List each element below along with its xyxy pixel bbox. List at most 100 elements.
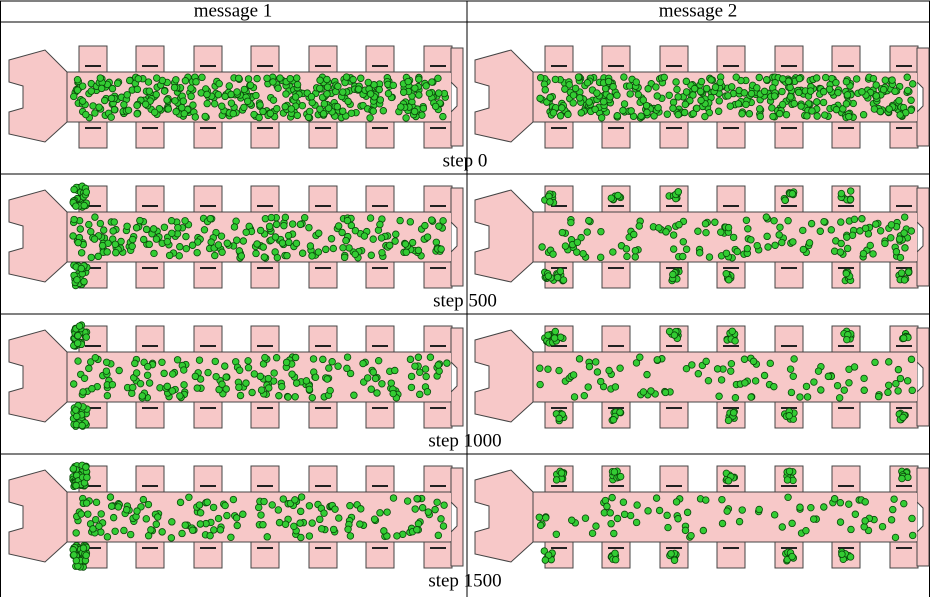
room bbox=[423, 399, 453, 429]
agent bbox=[704, 376, 713, 385]
agent bbox=[259, 521, 267, 529]
agent bbox=[210, 100, 219, 108]
agent bbox=[123, 222, 131, 230]
agent bbox=[585, 362, 594, 371]
agent bbox=[747, 236, 755, 244]
agent bbox=[323, 90, 331, 98]
agent bbox=[274, 84, 282, 92]
agent bbox=[623, 252, 631, 261]
agent bbox=[701, 112, 709, 121]
agent bbox=[681, 526, 690, 535]
agent bbox=[244, 357, 252, 365]
agent bbox=[291, 393, 299, 401]
agent bbox=[536, 364, 544, 372]
agent bbox=[94, 252, 102, 261]
agent bbox=[903, 377, 912, 385]
agent bbox=[82, 499, 91, 507]
agent bbox=[900, 229, 908, 237]
agent bbox=[663, 511, 671, 520]
agent bbox=[741, 379, 749, 387]
room bbox=[193, 259, 223, 289]
agent bbox=[653, 92, 661, 100]
agent bbox=[717, 376, 726, 384]
agent bbox=[755, 505, 763, 514]
agent bbox=[756, 112, 764, 121]
agent bbox=[110, 218, 118, 226]
agent bbox=[787, 388, 796, 397]
agent bbox=[216, 526, 225, 534]
agent bbox=[244, 75, 253, 83]
room bbox=[716, 539, 746, 569]
simulation-snapshot bbox=[8, 321, 464, 430]
agent bbox=[256, 226, 265, 235]
agent bbox=[742, 216, 751, 224]
agent bbox=[546, 93, 554, 102]
agent bbox=[631, 246, 640, 255]
agent bbox=[827, 226, 835, 234]
agent bbox=[325, 364, 333, 372]
agent bbox=[351, 226, 360, 235]
agent bbox=[70, 185, 78, 194]
agent bbox=[278, 382, 286, 391]
agent bbox=[860, 523, 868, 531]
agent bbox=[343, 364, 351, 373]
agent bbox=[419, 104, 428, 113]
agent bbox=[342, 73, 351, 81]
agent bbox=[259, 107, 267, 116]
agent bbox=[80, 374, 89, 382]
agent bbox=[859, 249, 868, 258]
agent bbox=[69, 232, 77, 240]
agent bbox=[204, 368, 212, 377]
agent bbox=[834, 88, 842, 97]
agent bbox=[625, 82, 634, 90]
agent bbox=[421, 365, 430, 373]
agent bbox=[181, 521, 189, 529]
agent bbox=[128, 242, 136, 250]
agent bbox=[699, 526, 708, 535]
agent bbox=[74, 331, 82, 340]
agent bbox=[536, 521, 545, 530]
room bbox=[308, 325, 338, 355]
room bbox=[774, 45, 804, 75]
room bbox=[365, 325, 395, 355]
agent bbox=[179, 97, 188, 105]
agent bbox=[558, 228, 567, 237]
agent bbox=[222, 373, 230, 381]
agent bbox=[132, 369, 141, 377]
floor-plan bbox=[474, 49, 534, 143]
agent bbox=[783, 476, 792, 484]
agent bbox=[632, 78, 640, 86]
room bbox=[250, 259, 280, 289]
room bbox=[889, 185, 919, 215]
agent bbox=[329, 244, 338, 253]
agent bbox=[592, 358, 600, 366]
agent bbox=[858, 88, 866, 96]
agent bbox=[333, 103, 342, 111]
agent bbox=[263, 533, 271, 541]
agent bbox=[198, 73, 206, 82]
agent bbox=[561, 85, 569, 93]
agent bbox=[799, 226, 807, 235]
agent bbox=[738, 110, 746, 118]
room bbox=[659, 465, 689, 495]
agent bbox=[851, 510, 860, 518]
agent bbox=[674, 93, 682, 101]
agent bbox=[662, 228, 670, 236]
agent bbox=[872, 81, 880, 89]
agent bbox=[422, 82, 430, 90]
agent bbox=[570, 393, 579, 401]
agent bbox=[256, 372, 265, 381]
agent bbox=[593, 368, 602, 376]
agent bbox=[565, 81, 573, 89]
agent bbox=[259, 243, 267, 251]
agent bbox=[261, 353, 269, 362]
agent bbox=[836, 499, 845, 507]
agent bbox=[82, 463, 90, 471]
agent bbox=[275, 392, 283, 400]
room bbox=[250, 185, 280, 215]
simulation-snapshot bbox=[8, 45, 464, 149]
agent bbox=[742, 100, 750, 109]
agent bbox=[329, 525, 338, 534]
agent bbox=[288, 370, 296, 378]
agent bbox=[100, 226, 108, 234]
